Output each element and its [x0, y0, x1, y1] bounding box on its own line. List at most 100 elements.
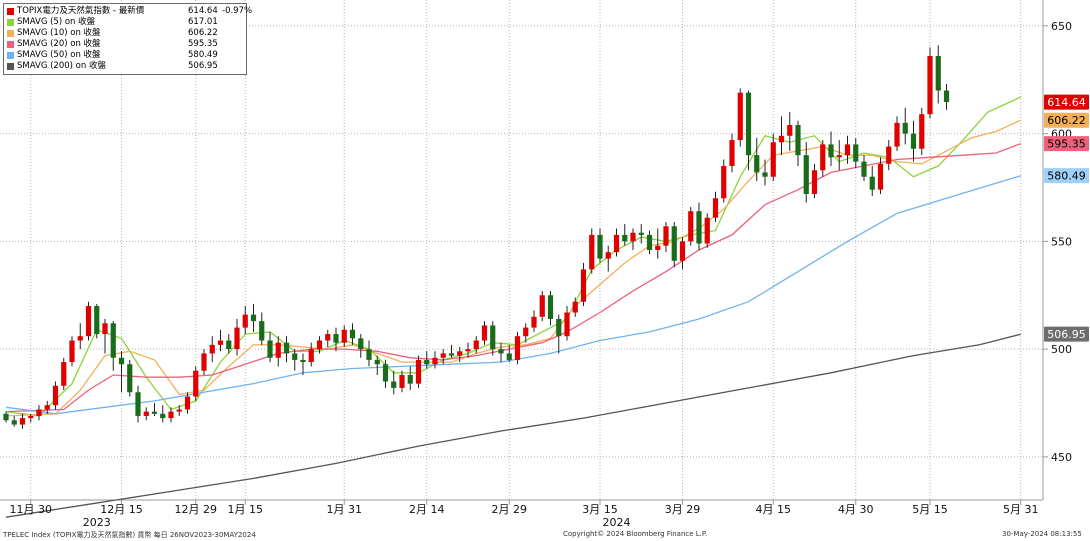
candle-body [358, 338, 364, 350]
x-tick-label: 11月 30 [10, 503, 53, 516]
candle-body [762, 172, 768, 177]
x-tick-label: 2月 14 [409, 503, 445, 516]
candle-body [853, 144, 859, 162]
candle-body [638, 232, 644, 235]
legend-value: 606.22 [188, 28, 218, 38]
candle-body [754, 155, 760, 173]
candle-body [704, 217, 710, 244]
y-tick-label: 500 [1051, 343, 1072, 356]
candle-body [242, 314, 248, 328]
candle-body [820, 144, 826, 171]
last-value-tag [1044, 168, 1089, 184]
candle-body [828, 144, 834, 158]
candle-body [61, 362, 67, 386]
candle-body [481, 325, 488, 341]
x-tick-label: 3月 15 [582, 503, 618, 516]
candle-body [803, 155, 809, 194]
candle-body [333, 334, 339, 343]
candle-body [539, 295, 545, 317]
candle-body [844, 144, 851, 156]
candle-body [69, 340, 75, 363]
x-tick-label: 3月 29 [665, 503, 701, 516]
candle-body [366, 349, 372, 360]
candlesticks [3, 45, 950, 429]
candle-body [663, 226, 669, 246]
candle-body [160, 413, 166, 419]
candle-body [102, 323, 108, 335]
candle-body [886, 146, 892, 164]
candle-body [415, 359, 422, 384]
candle-body [292, 353, 298, 360]
candle-body [135, 392, 141, 416]
x-tick-label: 5月 15 [912, 503, 948, 516]
last-value-tag [1044, 94, 1089, 110]
candle-body [935, 56, 941, 91]
candle-body [341, 329, 347, 343]
legend-label: SMAVG (200) on 收盤 [17, 61, 106, 71]
legend-swatch [7, 19, 14, 26]
footer-ticker-info: TPELEC Index (TOPIX電力及天然氣指數) 貨幣 每日 26NOV… [3, 531, 256, 539]
candle-body [589, 234, 595, 270]
candle-body [729, 140, 735, 166]
candle-body [671, 226, 677, 261]
x-tick-label: 1月 15 [228, 503, 264, 516]
candle-body [77, 336, 83, 341]
candle-body [910, 133, 917, 149]
candle-body [391, 381, 397, 388]
year-label: 2023 [83, 516, 111, 529]
legend-label: SMAVG (50) on 收盤 [17, 50, 101, 60]
candle-body [745, 92, 752, 156]
last-value-tag-label: 506.95 [1047, 328, 1086, 341]
last-value-tags: 614.64 606.22 595.35 580.49 506.95 [1044, 94, 1089, 342]
x-tick-label: 4月 30 [838, 503, 874, 516]
candle-body [712, 198, 719, 218]
candle-body [275, 342, 281, 358]
candle-body [374, 359, 380, 365]
candle-body [19, 418, 26, 425]
candle-body [679, 241, 686, 261]
candle-body [151, 411, 158, 414]
candle-body [943, 90, 950, 103]
candle-body [36, 409, 42, 416]
y-tick-label: 650 [1051, 20, 1072, 33]
last-value-tag [1044, 136, 1089, 152]
candle-body [877, 163, 884, 190]
candle-body [28, 415, 34, 419]
legend-item-sma10: SMAVG (10) on 收盤 606.22 [7, 28, 245, 39]
candle-body [696, 211, 702, 244]
candle-body [721, 165, 727, 199]
candle-body [655, 245, 661, 250]
candle-body [349, 329, 356, 339]
candle-body [605, 252, 611, 259]
candle-body [234, 327, 240, 350]
candle-body [836, 155, 842, 158]
candle-body [531, 316, 537, 328]
sma-line [5, 333, 1021, 518]
candle-body [11, 420, 17, 425]
x-tick-label: 1月 31 [327, 503, 363, 516]
legend-item-price: TOPIX電力及天然氣指數 - 最新價 614.64 -0.97% [7, 6, 252, 17]
candle-body [646, 234, 653, 250]
x-tick-label: 2月 29 [492, 503, 528, 516]
x-tick-label: 4月 15 [756, 503, 792, 516]
legend-item-sma5: SMAVG (5) on 收盤 617.01 [7, 17, 245, 28]
candle-body [110, 323, 116, 358]
candle-body [795, 125, 801, 156]
legend-label: SMAVG (10) on 收盤 [17, 28, 101, 38]
candle-body [869, 176, 875, 190]
candle-body [168, 411, 174, 419]
last-value-tag-label: 580.49 [1047, 170, 1086, 183]
x-tick-label: 5月 31 [1003, 503, 1039, 516]
candle-body [564, 312, 570, 337]
candle-body [902, 122, 908, 134]
candle-body [407, 375, 413, 384]
legend-swatch [7, 8, 14, 15]
candle-body [259, 321, 265, 341]
candle-body [547, 295, 554, 319]
candle-body [382, 364, 389, 382]
candle-body [787, 125, 793, 136]
legend-item-sma50: SMAVG (50) on 收盤 580.49 [7, 50, 245, 61]
footer-copyright: Copyright© 2024 Bloomberg Finance L.P. [563, 530, 708, 538]
candle-body [894, 122, 900, 147]
